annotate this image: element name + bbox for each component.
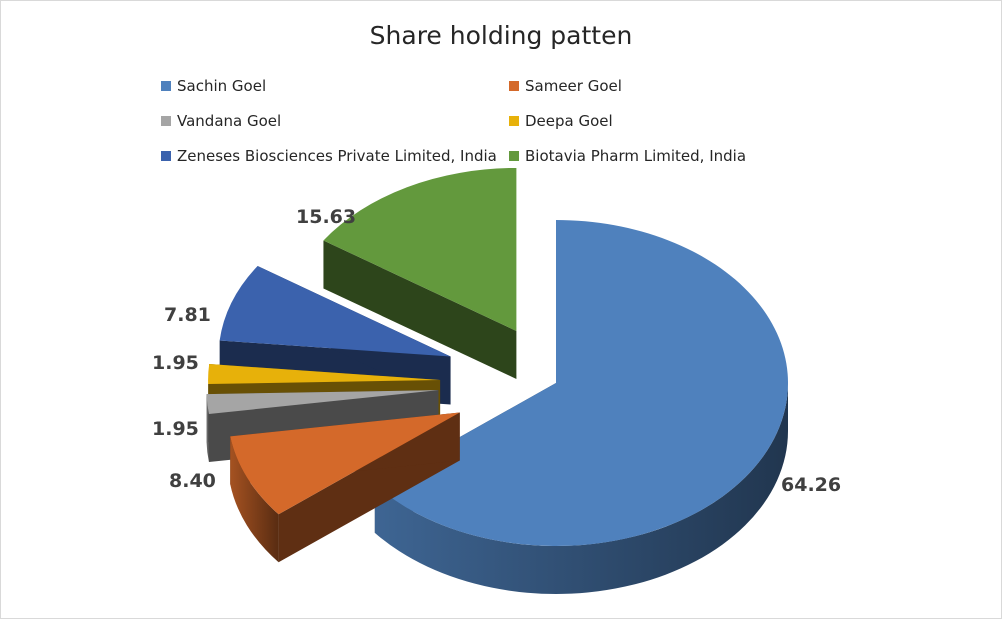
legend-item-vandana-goel: Vandana Goel — [161, 111, 281, 131]
data-label: 64.26 — [781, 474, 841, 496]
legend-swatch — [161, 81, 171, 91]
pie-slice-sameer-goel — [230, 412, 460, 515]
legend-swatch — [509, 116, 519, 126]
legend-swatch — [161, 116, 171, 126]
pie-slice-rim-sachin-goel — [374, 383, 788, 594]
data-label: 8.40 — [169, 470, 216, 492]
legend-label: Deepa Goel — [525, 112, 613, 130]
pie-slice-biotavia-pharm-limited-india — [323, 167, 517, 331]
data-label: 15.63 — [296, 206, 356, 228]
pie-slice-vandana-goel — [206, 390, 439, 414]
pie-slice-zeneses-biosciences-private-limited-india — [219, 265, 451, 357]
legend-label: Zeneses Biosciences Private Limited, Ind… — [177, 147, 497, 165]
legend-item-sachin-goel: Sachin Goel — [161, 76, 266, 96]
legend-label: Vandana Goel — [177, 112, 282, 130]
pie-slice-rim-vandana-goel — [206, 394, 209, 462]
pie-slice-wall-biotavia-pharm-limited-india — [323, 240, 517, 379]
data-label: 1.95 — [152, 418, 199, 440]
legend-item-zeneses: Zeneses Biosciences Private Limited, Ind… — [161, 146, 497, 166]
pie-slice-deepa-goel — [208, 364, 441, 384]
pie-slice-sachin-goel — [374, 220, 789, 547]
legend-label: Biotavia Pharm Limited, India — [525, 147, 747, 165]
legend-label: Sameer Goel — [525, 77, 622, 95]
legend-swatch — [509, 81, 519, 91]
legend-swatch — [509, 151, 519, 161]
legend-item-biotavia: Biotavia Pharm Limited, India — [509, 146, 746, 166]
legend-label: Sachin Goel — [177, 77, 267, 95]
legend-item-sameer-goel: Sameer Goel — [509, 76, 622, 96]
legend-item-deepa-goel: Deepa Goel — [509, 111, 613, 131]
pie-slice-rim-sameer-goel — [230, 436, 279, 563]
data-label: 7.81 — [164, 304, 211, 326]
data-label: 1.95 — [152, 352, 199, 374]
legend-swatch — [161, 151, 171, 161]
chart-title: Share holding patten — [369, 21, 633, 50]
